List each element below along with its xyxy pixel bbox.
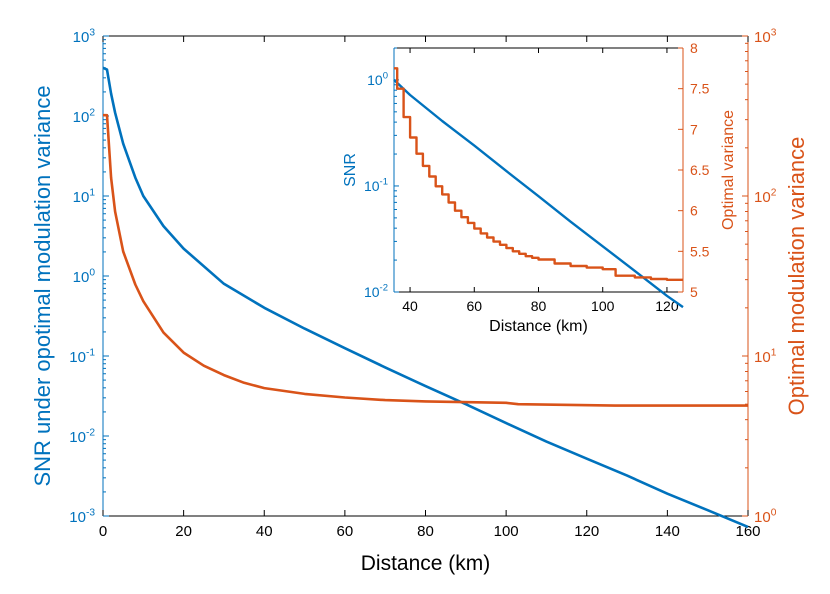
inset-right-tick-label: 5 (690, 284, 698, 300)
main-variance-series-line (103, 113, 748, 407)
main-x-tick-label: 160 (735, 523, 760, 540)
inset-left-tick-label: 100 (367, 71, 388, 88)
main-left-tick-label: 102 (73, 107, 96, 126)
main-left-tick-label: 101 (73, 187, 96, 206)
main-snr-series-line (102, 66, 749, 529)
main-x-axis-label: Distance (km) (361, 552, 491, 575)
main-left-tick-label: 10-1 (69, 347, 95, 366)
inset-background (394, 48, 683, 292)
inset-right-tick-label: 6 (690, 203, 698, 219)
main-x-tick-label: 60 (337, 523, 354, 540)
inset-right-tick-label: 7 (690, 121, 698, 137)
main-plot: 0 20 40 60 80 100 120 140 160 10-3 10-2 10-1 100 101 1… (30, 27, 809, 575)
main-right-tick-label: 100 (754, 507, 777, 526)
main-right-axis-label: Optimal modulation variance (784, 137, 809, 416)
main-x-tick-label: 0 (99, 523, 107, 540)
main-x-tick-label: 120 (574, 523, 599, 540)
inset-x-tick-label: 60 (466, 298, 482, 314)
inset-x-tick-label: 100 (591, 298, 615, 314)
inset-left-tick-label: 10-2 (364, 283, 388, 300)
main-left-tick-label: 10-3 (69, 507, 95, 526)
inset-plot: 40 60 80 100 120 10-2 10-1 100 5 5.5 6 6.5 7 7.5 8 Dist… (342, 40, 737, 335)
inset-left-axis-label: SNR (342, 153, 359, 187)
main-right-tick-label: 103 (754, 27, 777, 46)
inset-x-tick-label: 80 (531, 298, 547, 314)
main-x-tick-label: 20 (175, 523, 192, 540)
main-x-tick-label: 40 (256, 523, 273, 540)
inset-x-tick-label: 40 (402, 298, 418, 314)
inset-x-tick-label: 120 (655, 298, 679, 314)
inset-right-tick-label: 7.5 (690, 81, 710, 97)
main-x-tick-label: 140 (655, 523, 680, 540)
main-x-tick-label: 80 (417, 523, 434, 540)
main-x-tick-label: 100 (494, 523, 519, 540)
inset-snr-series-line (393, 79, 684, 309)
main-left-tick-label: 100 (73, 267, 96, 286)
main-right-tick-label: 102 (754, 187, 777, 206)
inset-left-tick-label: 10-1 (364, 177, 388, 194)
inset-right-tick-label: 5.5 (690, 243, 710, 259)
main-left-tick-label: 103 (73, 27, 96, 46)
inset-right-axis-label: Optimal variance (720, 110, 737, 230)
main-right-tick-label: 101 (754, 347, 777, 366)
inset-right-tick-label: 6.5 (690, 162, 710, 178)
main-left-axis-label: SNR under opotimal modulation variance (30, 85, 55, 486)
inset-x-axis-label: Distance (km) (489, 318, 588, 335)
main-left-tick-label: 10-2 (69, 427, 95, 446)
inset-variance-series-line (394, 67, 683, 281)
inset-right-tick-label: 8 (690, 40, 698, 56)
